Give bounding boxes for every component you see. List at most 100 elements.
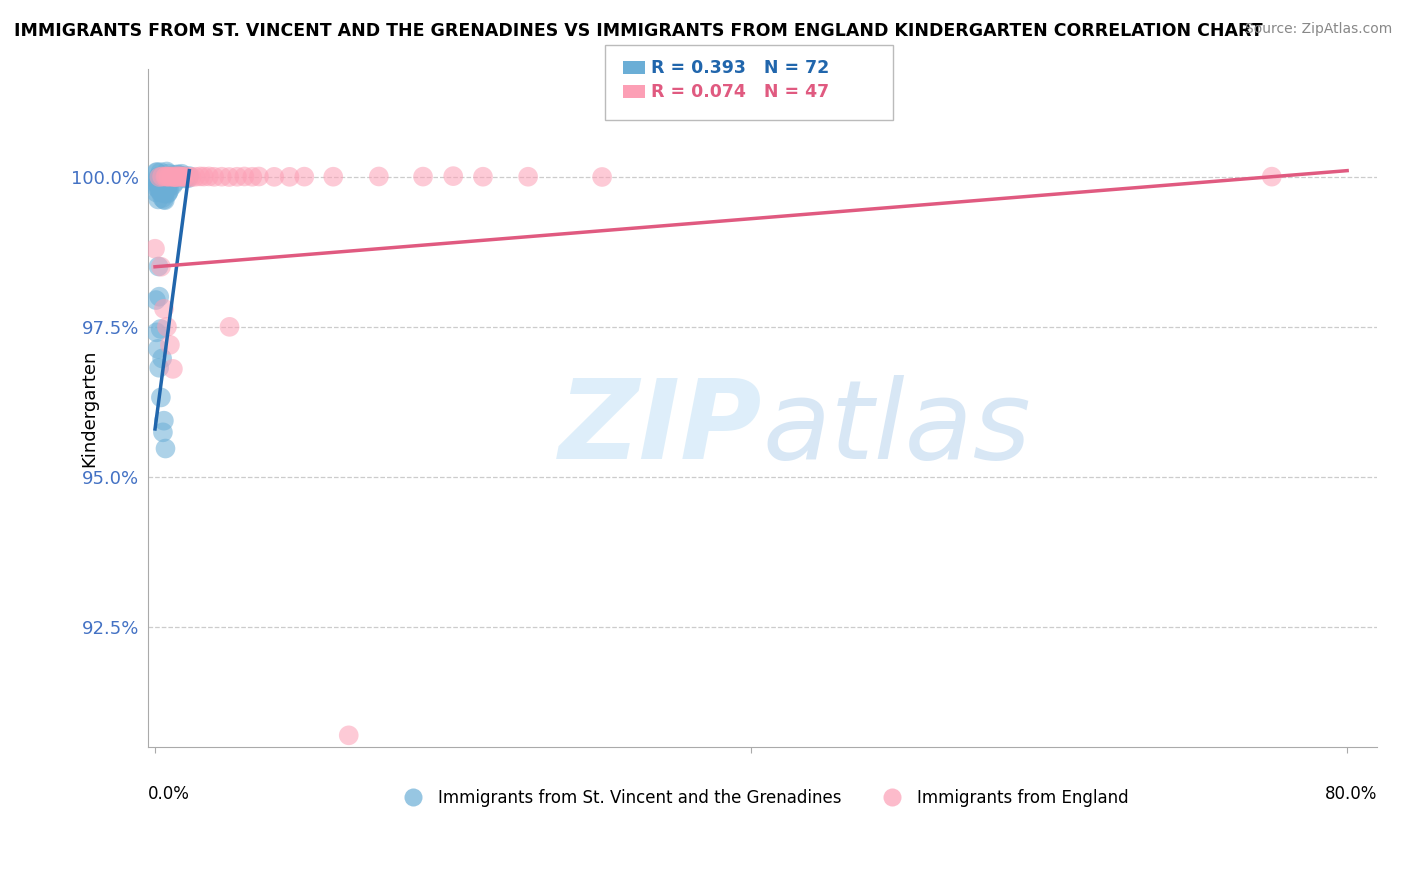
Point (472, 169, 495, 184)
Point (146, 175, 169, 189)
Point (263, 169, 285, 184)
Point (148, 193, 170, 207)
Point (148, 178, 170, 193)
Point (517, 169, 540, 184)
Point (172, 169, 194, 184)
Point (218, 169, 240, 184)
Point (162, 362, 184, 376)
Point (165, 169, 187, 184)
Point (180, 169, 202, 184)
Point (188, 169, 211, 184)
Point (170, 169, 193, 184)
Text: R = 0.393   N = 72: R = 0.393 N = 72 (651, 59, 830, 77)
Point (441, 169, 464, 183)
Point (162, 169, 184, 184)
Point (145, 186, 167, 200)
Text: 0.0%: 0.0% (148, 785, 190, 803)
Point (152, 169, 174, 184)
Point (148, 172, 170, 186)
Point (367, 169, 389, 184)
Point (163, 170, 186, 185)
Point (162, 178, 184, 193)
Point (157, 186, 180, 200)
Point (156, 164, 179, 178)
Point (177, 171, 200, 186)
Point (152, 181, 174, 195)
Point (167, 169, 190, 184)
Point (160, 169, 183, 184)
Point (167, 168, 190, 182)
Point (174, 170, 197, 185)
Point (159, 169, 181, 183)
Point (150, 180, 173, 194)
Point (278, 169, 301, 184)
Point (591, 169, 613, 184)
Point (153, 186, 176, 201)
Point (159, 338, 181, 352)
Point (148, 184, 170, 198)
Point (193, 169, 215, 184)
Point (155, 174, 177, 188)
Point (240, 169, 263, 184)
Point (146, 174, 169, 188)
Point (149, 260, 172, 274)
Point (155, 442, 177, 456)
Point (160, 170, 183, 185)
Point (163, 168, 186, 182)
Point (146, 165, 169, 179)
Point (153, 177, 176, 191)
Point (1261, 169, 1284, 184)
Point (177, 170, 200, 185)
Point (155, 174, 177, 188)
Point (155, 177, 177, 191)
Point (156, 319, 179, 334)
Point (153, 414, 176, 428)
Point (153, 193, 176, 207)
Point (412, 169, 434, 184)
Point (170, 167, 193, 181)
Point (152, 170, 174, 185)
Point (155, 183, 177, 197)
Point (174, 169, 197, 184)
Point (233, 169, 256, 184)
Point (152, 191, 174, 205)
Point (146, 342, 169, 356)
Point (145, 293, 167, 307)
Point (145, 326, 167, 340)
Point (337, 728, 360, 742)
Point (155, 169, 177, 184)
Legend: Immigrants from St. Vincent and the Grenadines, Immigrants from England: Immigrants from St. Vincent and the Gren… (389, 782, 1135, 814)
Point (150, 351, 173, 366)
Point (150, 169, 173, 184)
Point (149, 165, 172, 179)
Point (149, 178, 172, 192)
Point (157, 169, 180, 184)
Point (156, 186, 179, 201)
Point (152, 425, 174, 440)
Point (152, 184, 174, 198)
Point (148, 170, 170, 185)
Point (146, 170, 169, 185)
Point (159, 176, 181, 190)
Point (150, 186, 173, 200)
Text: ZIP: ZIP (558, 375, 762, 482)
Text: atlas: atlas (762, 375, 1031, 482)
Point (169, 169, 191, 183)
Point (150, 174, 173, 188)
Point (162, 170, 184, 185)
Point (184, 169, 207, 184)
Point (157, 169, 180, 184)
Point (150, 182, 173, 196)
Point (202, 169, 225, 184)
Point (166, 169, 188, 183)
Point (166, 167, 188, 181)
Text: IMMIGRANTS FROM ST. VINCENT AND THE GRENADINES VS IMMIGRANTS FROM ENGLAND KINDER: IMMIGRANTS FROM ST. VINCENT AND THE GREN… (14, 22, 1263, 40)
Point (156, 182, 179, 196)
Text: R = 0.074   N = 47: R = 0.074 N = 47 (651, 83, 830, 101)
Y-axis label: Kindergarten: Kindergarten (80, 350, 98, 467)
Point (148, 183, 170, 197)
Point (166, 170, 188, 185)
Point (157, 183, 180, 197)
Point (149, 391, 172, 405)
Point (148, 260, 170, 274)
